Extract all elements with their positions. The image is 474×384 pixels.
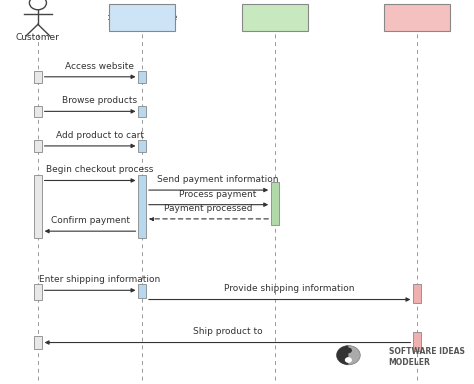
- Bar: [34, 336, 42, 349]
- Bar: [384, 4, 450, 31]
- Text: SOFTWARE IDEAS
MODELER: SOFTWARE IDEAS MODELER: [389, 348, 465, 367]
- Bar: [242, 4, 308, 31]
- Bar: [138, 106, 146, 117]
- Bar: [34, 284, 42, 300]
- Wedge shape: [337, 346, 348, 365]
- Circle shape: [337, 346, 360, 365]
- Text: Access website: Access website: [65, 62, 134, 71]
- Text: Enter shipping information: Enter shipping information: [39, 275, 160, 284]
- Bar: [34, 140, 42, 152]
- Text: Ship product to: Ship product to: [193, 328, 262, 336]
- Bar: [109, 4, 175, 31]
- Bar: [34, 175, 42, 238]
- Circle shape: [345, 348, 352, 353]
- Text: Add product to cart: Add product to cart: [55, 131, 144, 140]
- Bar: [138, 71, 146, 83]
- Text: Send payment information: Send payment information: [157, 175, 279, 184]
- Text: : Payment
Gateway: : Payment Gateway: [252, 8, 298, 27]
- Text: Begin checkout process: Begin checkout process: [46, 166, 153, 174]
- Text: Process payment: Process payment: [179, 190, 257, 199]
- Text: Customer: Customer: [16, 33, 60, 41]
- Bar: [138, 284, 146, 298]
- Text: : Shipping
Company: : Shipping Company: [394, 8, 440, 27]
- Bar: [138, 140, 146, 152]
- Text: Provide shipping information: Provide shipping information: [224, 285, 355, 293]
- Bar: [413, 332, 421, 351]
- Text: : EShopWebsite: : EShopWebsite: [107, 13, 177, 22]
- Text: Confirm payment: Confirm payment: [51, 216, 129, 225]
- Bar: [34, 106, 42, 117]
- Bar: [271, 182, 279, 225]
- Bar: [34, 71, 42, 83]
- Text: Browse products: Browse products: [62, 96, 137, 105]
- Text: Payment processed: Payment processed: [164, 204, 253, 213]
- Bar: [138, 175, 146, 238]
- Bar: [413, 284, 421, 303]
- Circle shape: [345, 357, 352, 363]
